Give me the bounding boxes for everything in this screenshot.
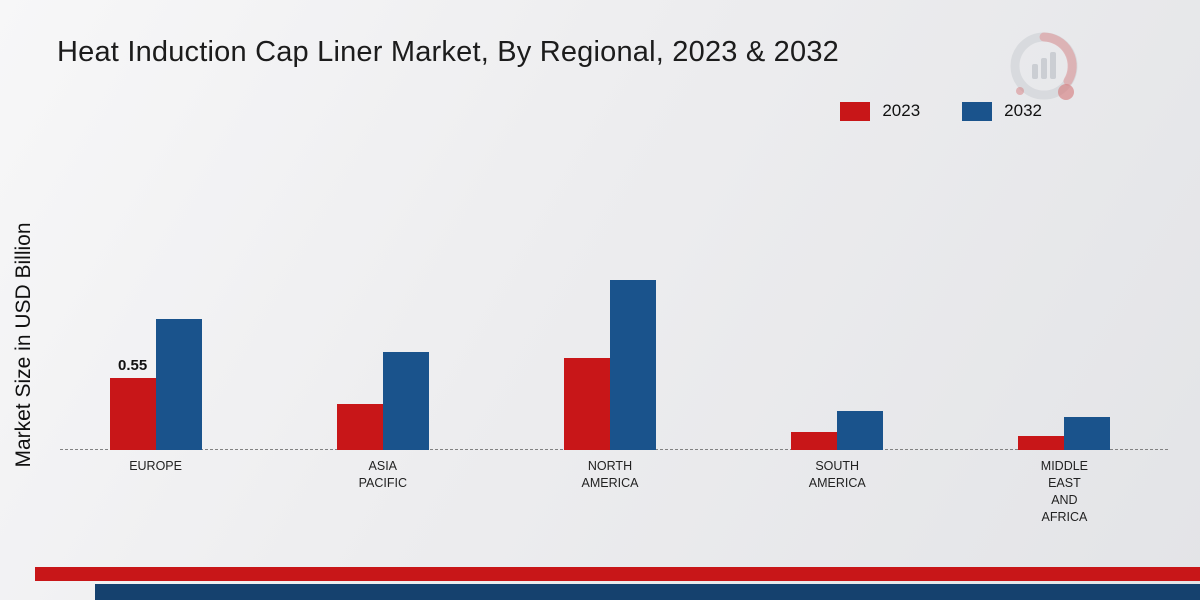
bar-2023-europe [109,378,156,450]
legend-item-2032: 2032 [962,101,1042,121]
footer-red-strip [35,567,1200,581]
category-label-middle-east-and-africa: MIDDLE EAST AND AFRICA [1040,459,1089,524]
category-label-north-america: NORTH AMERICA [581,459,639,490]
bar-2023-asia-pacific [336,404,383,450]
bar-wrap-2032-south-america [837,411,884,450]
legend-swatch-2032-icon [962,101,993,121]
bar-group-north-america: NORTH AMERICA [496,250,723,490]
bars-south-america [791,411,884,450]
bars-middle-east-and-africa [1018,417,1111,450]
bar-wrap-2023-north-america [564,358,610,450]
legend-item-2023: 2023 [840,101,920,121]
bar-wrap-2032-north-america [610,280,656,450]
y-axis-label: Market Size in USD Billion [12,222,35,468]
bars-north-america [564,280,656,450]
chart-legend: 2023 2032 [840,101,1042,121]
bar-2032-south-america [837,411,884,450]
legend-label-2023: 2023 [882,101,921,120]
bar-wrap-2023-europe: 0.55 [109,357,156,450]
bar-wrap-2032-middle-east-and-africa [1064,417,1111,450]
bar-wrap-2023-middle-east-and-africa [1018,436,1065,450]
bar-group-south-america: SOUTH AMERICA [724,250,951,490]
footer-navy-strip [95,584,1200,600]
bars-asia-pacific [336,352,429,450]
bar-group-asia-pacific: ASIA PACIFIC [269,250,496,490]
bar-2032-north-america [610,280,656,450]
bar-2023-south-america [791,432,838,450]
bar-2032-europe [155,319,202,450]
legend-label-2032: 2032 [1004,101,1042,120]
bar-group-middle-east-and-africa: MIDDLE EAST AND AFRICA [951,250,1178,524]
category-label-europe: EUROPE [129,459,182,473]
legend-swatch-2023-icon [840,101,871,121]
bar-2032-middle-east-and-africa [1064,417,1111,450]
bars-europe: 0.55 [109,319,202,450]
bar-wrap-2032-europe [155,319,202,450]
bar-wrap-2032-asia-pacific [382,352,429,450]
bar-2023-north-america [564,358,610,450]
bar-wrap-2023-asia-pacific [336,404,383,450]
category-label-south-america: SOUTH AMERICA [808,459,866,490]
bar-2023-middle-east-and-africa [1018,436,1065,450]
bar-2032-asia-pacific [382,352,429,450]
data-label-2023-europe: 0.55 [117,357,148,374]
bar-groups: 0.55 EUROPE ASIA PACIFIC NORTH AMERICA SOUTH… [42,250,1178,524]
bar-wrap-2023-south-america [791,432,838,450]
market-research-watermark-logo-icon [1010,32,1078,100]
chart-title: Heat Induction Cap Liner Market, By Regi… [57,36,839,68]
bar-group-europe: 0.55 EUROPE [42,250,269,473]
category-label-asia-pacific: ASIA PACIFIC [358,459,407,490]
